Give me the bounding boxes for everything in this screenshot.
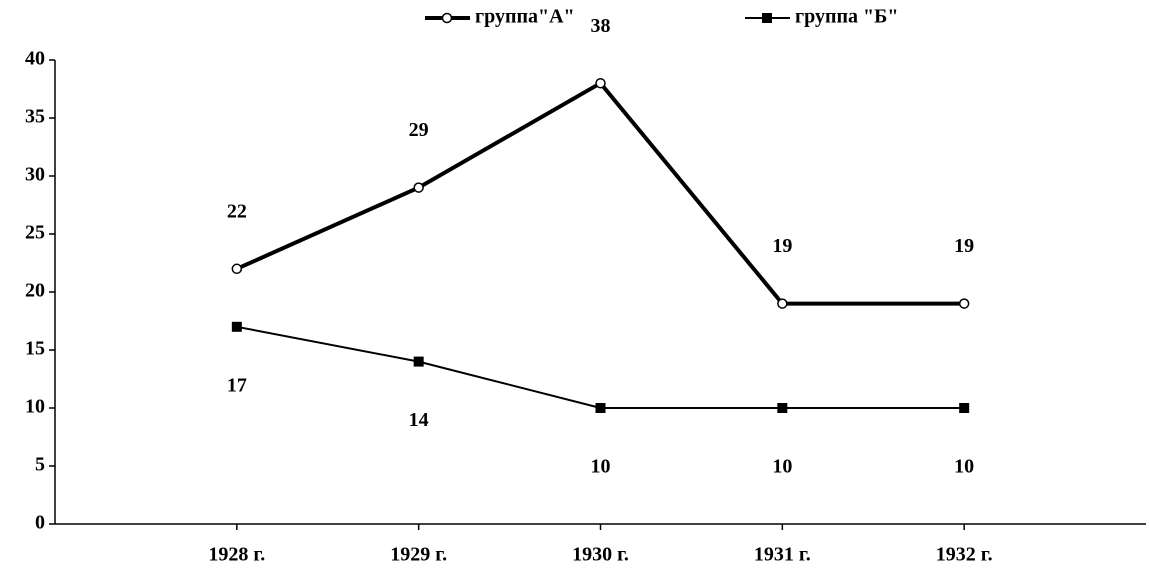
point (959, 403, 970, 413)
data-label: 19 (954, 235, 974, 257)
data-label: 29 (409, 119, 429, 141)
data-label: 38 (591, 15, 611, 37)
x-tick-label: 1928 г. (208, 544, 265, 566)
data-label: 17 (227, 374, 247, 396)
point (762, 13, 772, 23)
x-tick-label: 1931 г. (754, 544, 811, 566)
point (413, 182, 424, 193)
y-tick-label: 30 (25, 164, 45, 186)
y-tick-label: 10 (25, 396, 45, 418)
data-label: 10 (954, 456, 974, 478)
point (595, 403, 606, 413)
y-tick-label: 5 (35, 454, 45, 476)
data-label: 10 (591, 456, 611, 478)
point (441, 12, 453, 24)
point (595, 77, 606, 89)
series-line (236, 325, 965, 409)
data-label: 19 (772, 235, 792, 257)
point (777, 403, 788, 413)
point (413, 356, 424, 367)
legend-label: группа "Б" (795, 6, 898, 28)
point (231, 321, 242, 332)
legend-label: группа"А" (475, 6, 575, 28)
x-tick-label: 1930 г. (572, 544, 629, 566)
point (777, 298, 788, 309)
series-line (236, 80, 965, 306)
y-tick-label: 15 (25, 338, 45, 360)
y-tick-label: 40 (25, 48, 45, 70)
data-label: 10 (772, 456, 792, 478)
point (958, 298, 970, 309)
y-tick-label: 20 (25, 280, 45, 302)
y-tick-label: 25 (25, 222, 45, 244)
data-label: 22 (227, 200, 247, 222)
x-tick-label: 1932 г. (936, 544, 993, 566)
y-tick-label: 0 (35, 512, 45, 534)
point (231, 263, 243, 275)
x-tick-label: 1929 г. (390, 544, 447, 566)
y-tick-label: 35 (25, 106, 45, 128)
data-label: 14 (409, 409, 429, 431)
